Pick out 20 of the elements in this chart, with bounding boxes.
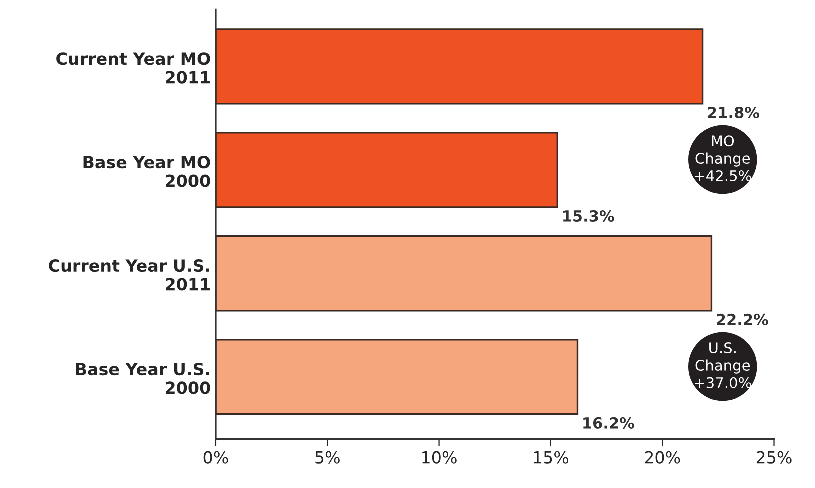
y-tick-label: Current Year MO 2011 (56, 52, 210, 84)
data-label: 15.3% (564, 210, 614, 222)
y-tick-label: Current Year U.S. 2011 (49, 260, 210, 291)
x-tick-label: 15% (534, 451, 569, 464)
y-tick-label: Base Year MO 2000 (84, 156, 210, 188)
annotation: U.S. Change +37.0% (695, 342, 752, 388)
data-label: 21.8% (708, 106, 760, 119)
bar (216, 28, 704, 105)
x-tick-label: 25% (756, 451, 792, 464)
x-tick-label: 5% (316, 451, 340, 464)
annotation: MO Change +42.5% (695, 136, 752, 182)
data-label: 16.2% (584, 417, 634, 429)
bar (216, 236, 713, 312)
x-tick-label: 0% (204, 451, 228, 464)
y-tick-label: Base Year U.S. 2000 (76, 363, 210, 394)
bar (216, 132, 558, 208)
data-label: 22.2% (717, 314, 768, 326)
bar (216, 339, 579, 416)
x-tick-label: 10% (422, 451, 457, 464)
x-tick-label: 20% (645, 451, 680, 464)
